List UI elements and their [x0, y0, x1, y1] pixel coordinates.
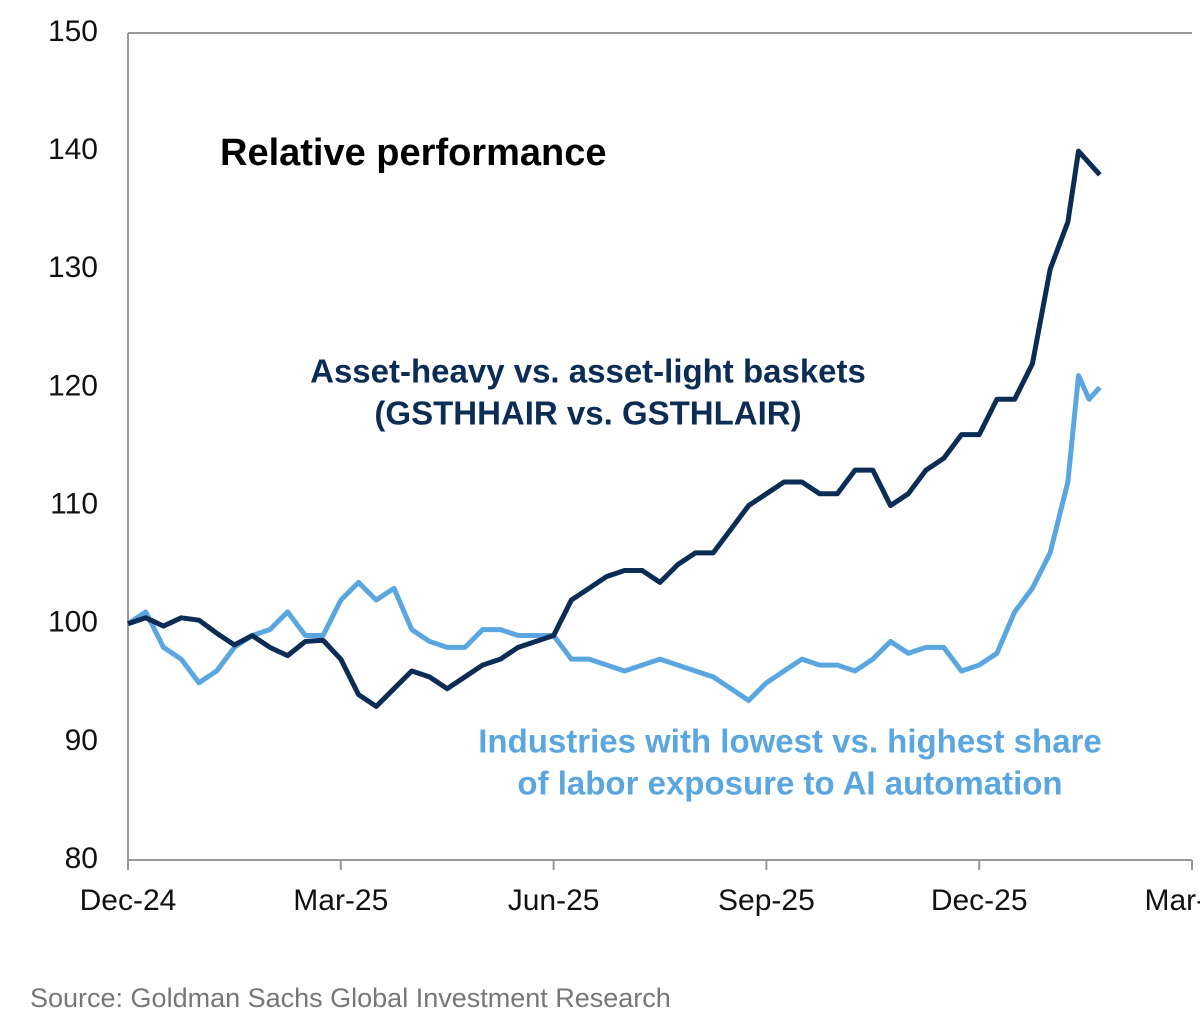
- y-tick-label: 130: [48, 251, 98, 284]
- chart-title: Relative performance: [220, 132, 607, 174]
- y-tick-label: 120: [48, 369, 98, 402]
- source: Source: Goldman Sachs Global Investment …: [30, 983, 671, 1013]
- annotation: (GSTHHAIR vs. GSTHLAIR): [374, 395, 801, 432]
- line-series: [127, 148, 1102, 709]
- y-tick-label: 150: [48, 15, 98, 48]
- x-tick-label: Dec-24: [80, 884, 177, 917]
- y-tick-label: 100: [48, 606, 98, 639]
- x-tick-label: Mar-25: [293, 884, 388, 917]
- x-tick-label: Jun-25: [508, 884, 600, 917]
- y-tick-label: 90: [65, 724, 98, 757]
- annotation: Industries with lowest vs. highest share: [478, 723, 1102, 760]
- y-tick-label: 80: [65, 842, 98, 875]
- x-tick-label: Mar-26: [1144, 884, 1200, 917]
- annotation: Asset-heavy vs. asset-light baskets: [310, 353, 866, 390]
- y-tick-label: 110: [50, 487, 98, 520]
- x-tick-label: Sep-25: [718, 884, 815, 917]
- annotation: of labor exposure to AI automation: [517, 765, 1062, 802]
- y-tick-label: 140: [48, 133, 98, 166]
- line-series: [126, 373, 1102, 704]
- x-tick-label: Dec-25: [931, 884, 1028, 917]
